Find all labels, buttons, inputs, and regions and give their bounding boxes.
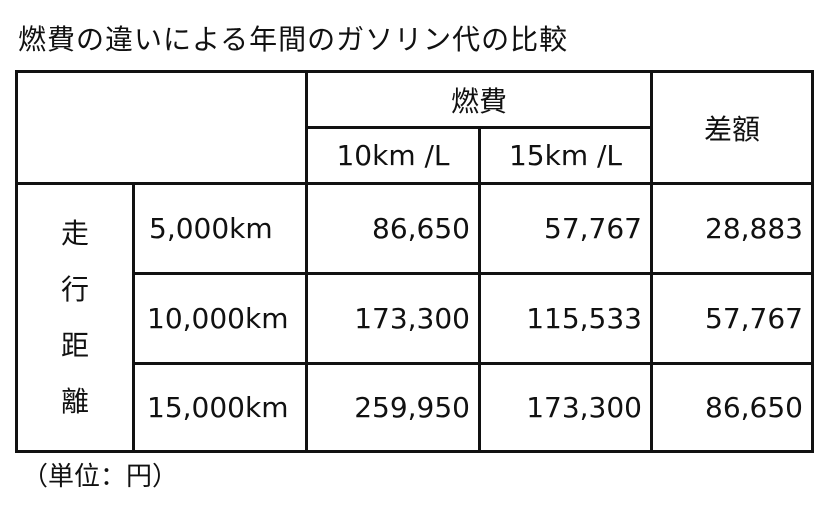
row-group-label: 走 行 距 離 [15,182,135,453]
cost-15-cell: 57,767 [478,182,653,275]
label-char: 行 [60,272,89,306]
cost-10-cell: 173,300 [305,272,481,365]
header-diff: 差額 [650,70,814,185]
diff-cell: 86,650 [650,362,814,453]
cost-10-cell: 259,950 [305,362,481,453]
empty-corner-cell [15,70,308,185]
diff-cell: 28,883 [650,182,814,275]
header-10kml: 10km /L [305,126,481,185]
table-row: 15,000km 259,950 173,300 86,650 [17,362,814,453]
label-char: 走 [60,216,89,250]
label-char: 距 [60,328,89,362]
diff-cell: 57,767 [650,272,814,365]
header-fuel: 燃費 [305,70,653,129]
page-title: 燃費の違いによる年間のガソリン代の比較 [18,23,569,56]
label-char: 離 [60,384,89,418]
distance-cell: 5,000km [132,182,308,275]
comparison-table: 燃費 差額 10km /L 15km /L 走 行 距 離 5,000km 86… [15,70,814,453]
distance-cell: 10,000km [132,272,308,365]
cost-15-cell: 115,533 [478,272,653,365]
distance-cell: 15,000km [132,362,308,453]
unit-note: （単位：円） [22,462,179,492]
cost-15-cell: 173,300 [478,362,653,453]
cost-10-cell: 86,650 [305,182,481,275]
table-row: 走 行 距 離 5,000km 86,650 57,767 28,883 [15,182,814,453]
header-15kml: 15km /L [478,126,653,185]
table-row: 10,000km 173,300 115,533 57,767 [17,272,814,365]
